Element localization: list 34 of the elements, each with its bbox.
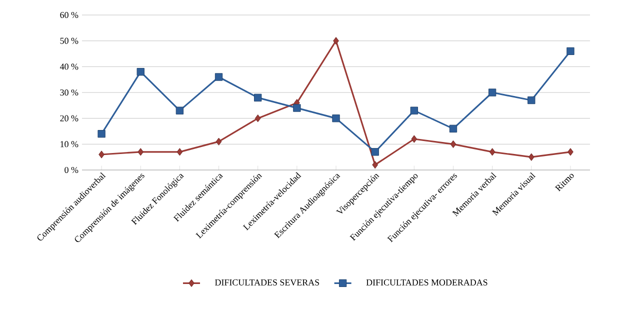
point [176,106,184,114]
point [450,140,456,148]
y-tick-label: 20 % [60,115,78,122]
point [410,106,418,114]
y-tick-label: 50 % [60,38,78,44]
y-tick-label: 10 % [60,141,78,148]
y-tick-label: 30 % [60,89,78,96]
y-tick-label: 40 % [60,64,78,70]
point [528,153,534,161]
point [136,68,144,76]
point [566,47,574,56]
point [411,135,418,143]
point [293,104,301,112]
point [176,148,183,156]
point [98,130,106,138]
y-tick-label: 60 % [60,12,78,18]
point [528,96,536,104]
point [372,160,378,169]
point [371,148,379,156]
point [568,148,574,156]
point [216,138,222,146]
point [449,124,458,133]
point [333,37,339,45]
point [489,148,496,156]
legend-label: DIFICULTADES SEVERAS [215,279,320,286]
legend-label: DIFICULTADES MODERADAS [366,279,488,286]
point [488,88,496,96]
point [254,114,261,122]
point [98,150,104,158]
point [214,73,223,81]
point [332,114,340,122]
point [138,148,144,156]
y-tick-label: 0 % [64,166,78,174]
point [254,94,262,102]
